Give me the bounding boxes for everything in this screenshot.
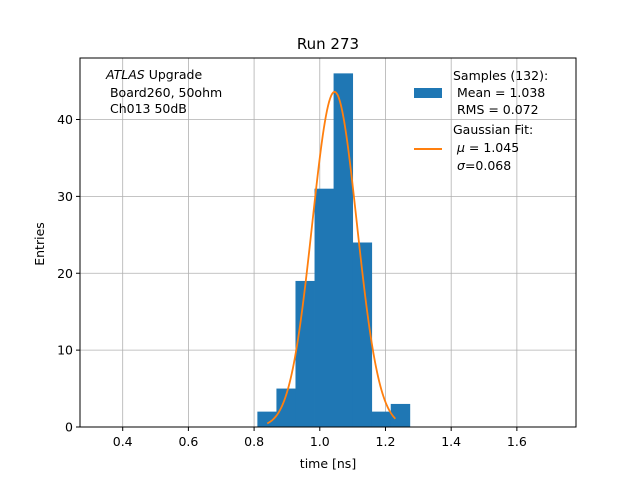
- axes-frame: [79, 57, 577, 428]
- histogram-bar: [314, 188, 334, 427]
- legend-sigma-value: =0.068: [465, 158, 511, 173]
- histogram-bar: [257, 411, 277, 427]
- gaussian-fit-curve: [266, 90, 396, 425]
- legend-sigma-symbol: σ: [457, 158, 466, 173]
- annotation-line-2: Board260, 50ohm: [106, 85, 222, 100]
- x-axis-label: time [ns]: [300, 456, 356, 471]
- x-tick-label: 1.4: [441, 434, 461, 449]
- legend-fit-line-2: μ = 1.045: [456, 140, 519, 155]
- annotation-line-1-rest: Upgrade: [145, 67, 203, 82]
- y-axis-ticks: 0 10 20 30 40: [57, 112, 80, 435]
- legend-fit-line-1: Gaussian Fit:: [453, 122, 533, 137]
- plot-area-border: [79, 57, 577, 428]
- histogram-bar: [390, 403, 411, 427]
- histogram-bars: [257, 73, 411, 427]
- legend: Samples (132): Mean = 1.038 RMS = 0.072 …: [414, 68, 548, 173]
- gaussian-fit: [266, 90, 396, 425]
- histogram-bar: [371, 411, 392, 427]
- x-tick-label: 0.4: [113, 434, 133, 449]
- y-axis-label: Entries: [32, 222, 47, 266]
- x-tick-label: 0.8: [244, 434, 264, 449]
- legend-swatch-samples: [414, 88, 442, 98]
- histogram-bar: [333, 73, 354, 427]
- x-tick-label: 0.6: [178, 434, 198, 449]
- y-tick-label: 30: [57, 189, 73, 204]
- legend-samples-line-3: RMS = 0.072: [453, 102, 539, 117]
- legend-mu-symbol: μ: [456, 140, 465, 155]
- chart-title: Run 273: [297, 35, 359, 53]
- annotation-line-1: ATLAS Upgrade: [105, 67, 202, 82]
- x-tick-label: 1.2: [376, 434, 396, 449]
- legend-samples-line-1: Samples (132):: [453, 68, 548, 83]
- x-axis-ticks: 0.4 0.6 0.8 1.0 1.2 1.4 1.6: [113, 427, 527, 449]
- legend-fit-line-3: σ=0.068: [457, 158, 511, 173]
- legend-mu-value: = 1.045: [465, 140, 519, 155]
- annotation-text: ATLAS Upgrade Board260, 50ohm Ch013 50dB: [105, 67, 222, 116]
- y-tick-label: 40: [57, 112, 73, 127]
- legend-samples-line-2: Mean = 1.038: [453, 85, 545, 100]
- histogram-bar: [276, 388, 296, 427]
- annotation-line-3: Ch013 50dB: [106, 101, 187, 116]
- x-tick-label: 1.0: [310, 434, 330, 449]
- y-tick-label: 20: [57, 266, 73, 281]
- y-tick-label: 0: [65, 420, 73, 435]
- x-tick-label: 1.6: [507, 434, 527, 449]
- y-tick-label: 10: [57, 343, 73, 358]
- annotation-italic: ATLAS: [105, 67, 145, 82]
- histogram-bar: [352, 242, 373, 427]
- histogram-bar: [295, 280, 315, 427]
